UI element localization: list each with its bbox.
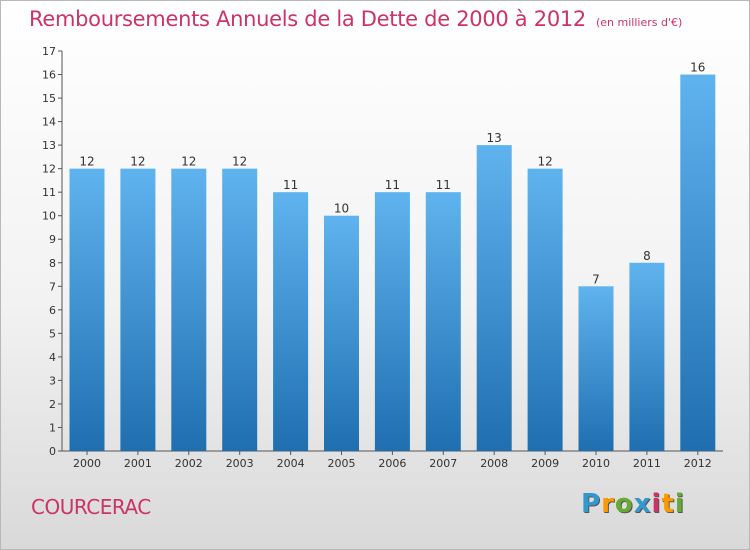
chart-subtitle: (en milliers d'€) <box>596 16 683 29</box>
bar-value-label: 16 <box>690 61 705 75</box>
bar-value-label: 7 <box>592 272 600 286</box>
bar-value-label: 12 <box>130 155 145 169</box>
bar-value-label: 12 <box>79 155 94 169</box>
y-tick-label: 12 <box>42 163 56 176</box>
y-tick-label: 0 <box>49 445 56 458</box>
commune-name: COURCERAC <box>31 495 151 519</box>
logo-letter: r <box>601 489 615 519</box>
y-tick-label: 9 <box>49 233 56 246</box>
logo-letter: i <box>651 489 662 519</box>
y-tick-label: 14 <box>42 116 56 129</box>
x-tick-label: 2002 <box>175 457 203 470</box>
logo-letter: t <box>661 489 675 519</box>
bar-value-label: 12 <box>232 155 247 169</box>
bar <box>374 192 410 452</box>
bar-value-label: 11 <box>283 178 298 192</box>
bar <box>222 168 258 451</box>
x-tick-label: 2011 <box>633 457 661 470</box>
y-tick-label: 11 <box>42 186 56 199</box>
bar <box>680 74 716 451</box>
chart-title: Remboursements Annuels de la Dette de 20… <box>29 7 682 31</box>
bar <box>171 168 207 451</box>
x-tick-label: 2009 <box>531 457 559 470</box>
bar <box>527 168 563 451</box>
bar <box>425 192 461 452</box>
bar <box>476 145 512 451</box>
bar-value-label: 11 <box>436 178 451 192</box>
bar <box>324 215 359 451</box>
bar <box>578 286 614 451</box>
logo-letter: P <box>581 489 602 519</box>
x-tick-label: 2010 <box>582 457 610 470</box>
x-tick-label: 2006 <box>378 457 406 470</box>
bar <box>69 168 105 451</box>
y-tick-label: 8 <box>49 257 56 270</box>
bar <box>120 168 156 451</box>
y-tick-label: 6 <box>49 304 56 317</box>
y-tick-label: 7 <box>49 280 56 293</box>
logo-letter: o <box>614 489 634 519</box>
x-tick-label: 2005 <box>328 457 356 470</box>
x-tick-label: 2003 <box>226 457 254 470</box>
proxiti-logo: Proxiti <box>581 489 685 519</box>
bar-layer: 12 12 12 12 11 10 11 11 13 12 7 8 16 <box>69 61 716 452</box>
bar-value-label: 12 <box>181 155 196 169</box>
x-tick-label: 2008 <box>480 457 508 470</box>
bar-value-label: 11 <box>385 178 400 192</box>
y-tick-label: 10 <box>42 210 56 223</box>
bar-value-label: 8 <box>643 249 651 263</box>
y-tick-label: 13 <box>42 139 56 152</box>
bar <box>629 262 665 451</box>
logo-letter: i <box>674 489 685 519</box>
bar-value-label: 12 <box>537 155 552 169</box>
y-tick-label: 16 <box>42 69 56 82</box>
y-tick-label: 1 <box>49 421 56 434</box>
y-tick-label: 4 <box>49 351 56 364</box>
x-tick-label: 2004 <box>277 457 305 470</box>
bar <box>273 192 309 452</box>
x-tick-label: 2001 <box>124 457 152 470</box>
logo-letter: x <box>633 489 652 519</box>
bar-value-label: 13 <box>487 131 502 145</box>
y-tick-label: 5 <box>49 327 56 340</box>
x-tick-label: 2012 <box>684 457 712 470</box>
x-tick-label: 2007 <box>429 457 457 470</box>
y-tick-label: 17 <box>42 45 56 58</box>
title-text: Remboursements Annuels de la Dette de 20… <box>29 7 586 31</box>
bar-value-label: 10 <box>334 202 349 216</box>
y-tick-label: 3 <box>49 374 56 387</box>
y-tick-label: 15 <box>42 92 56 105</box>
x-tick-label: 2000 <box>73 457 101 470</box>
y-tick-label: 2 <box>49 398 56 411</box>
